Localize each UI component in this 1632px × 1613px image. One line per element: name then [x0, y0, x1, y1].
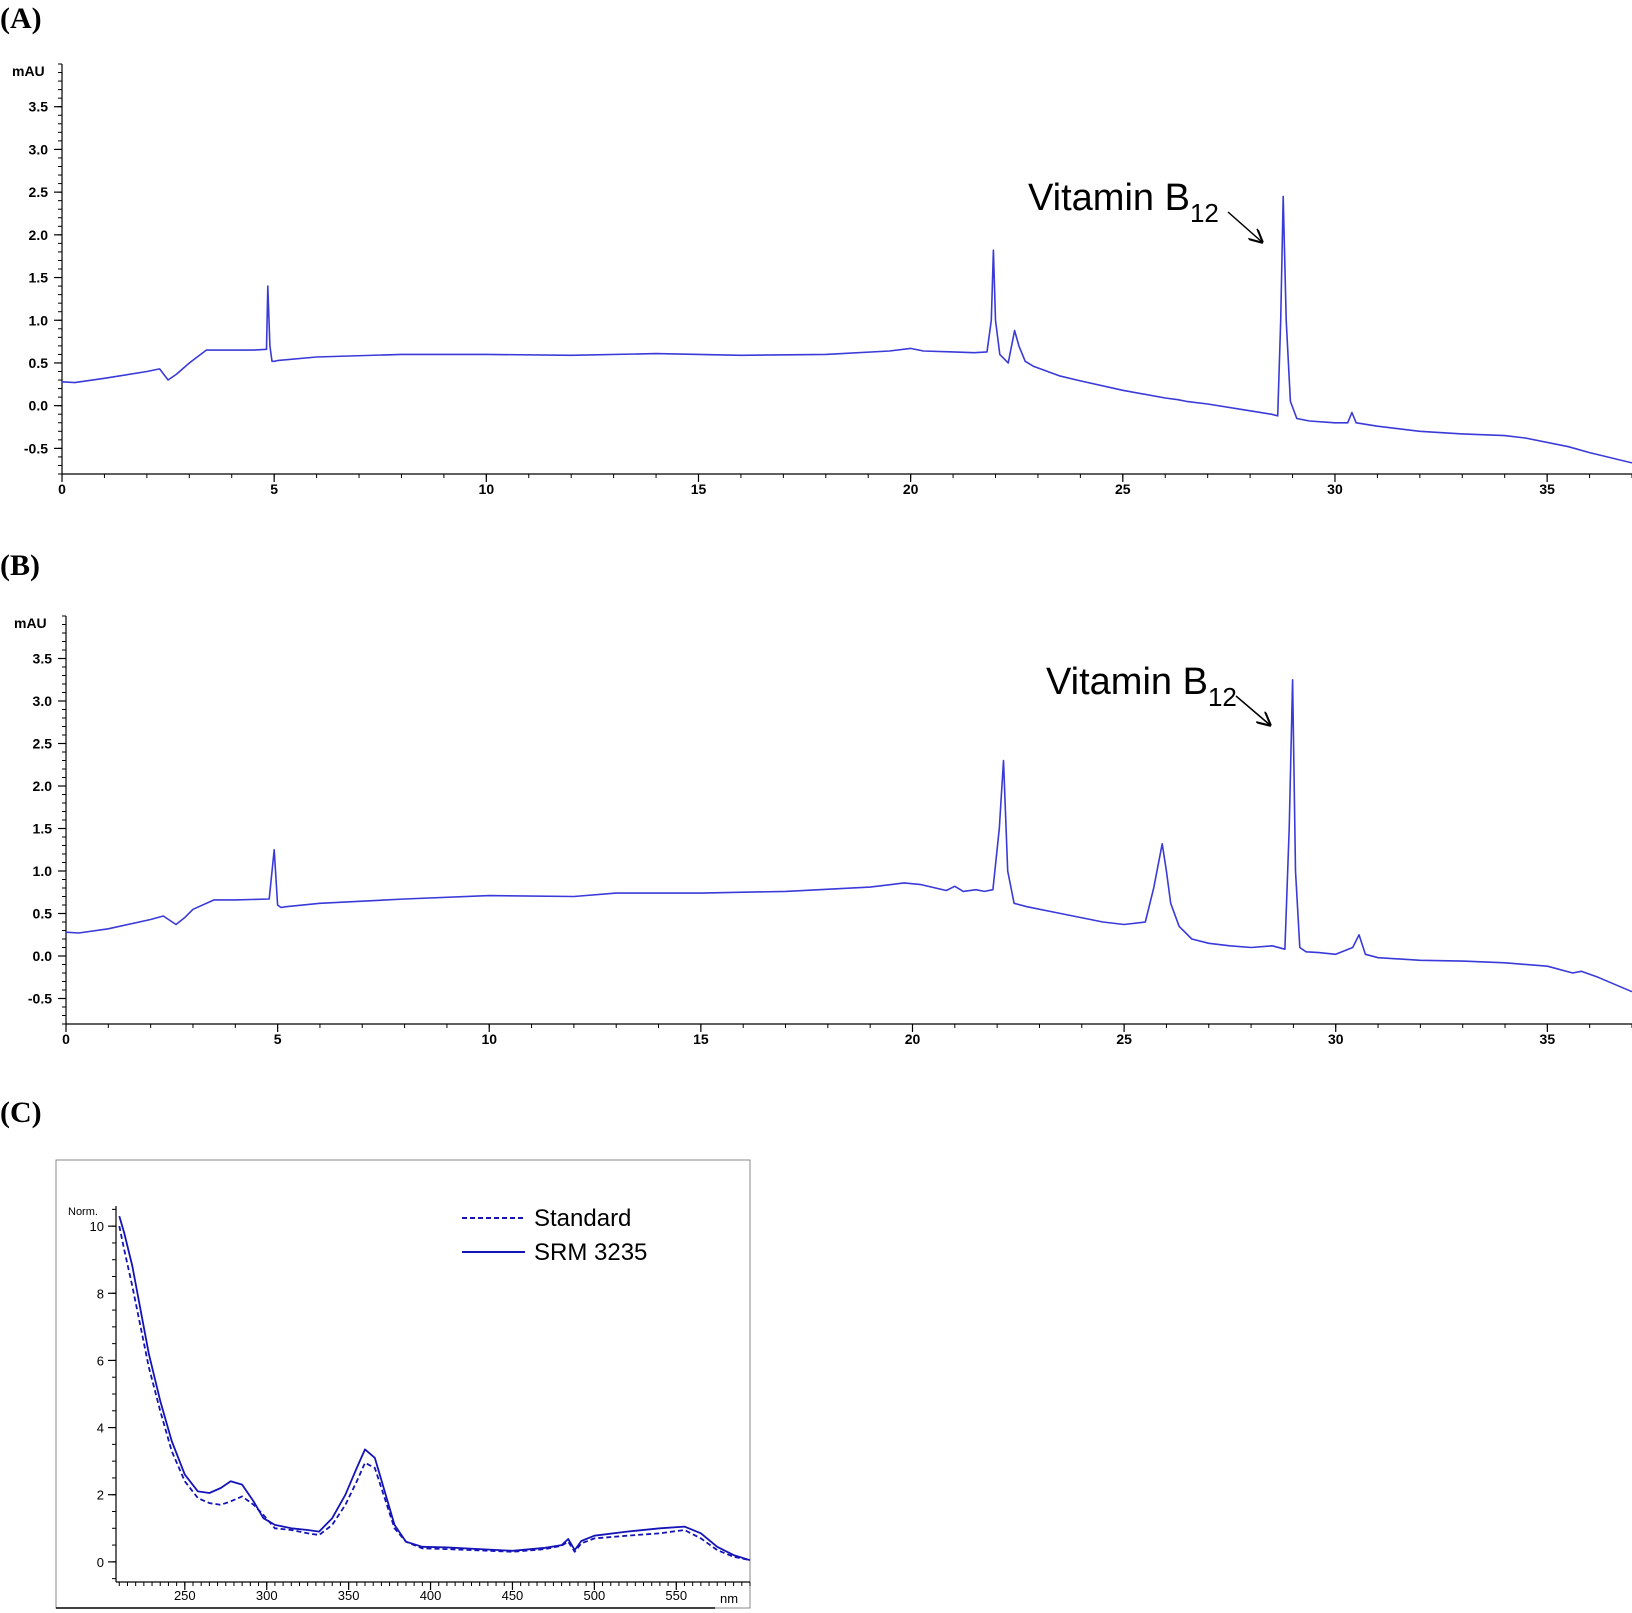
- annotation-arrow-a: [1227, 211, 1262, 242]
- x-tick-label-c: 350: [338, 1588, 360, 1603]
- y-tick-label-b: 0.0: [33, 948, 53, 964]
- axes-b: 0 5 10 15 20 25 30 35 -0.5 0.0 0.5 1.0 1.5 2.0 2.5 3.0 3…: [28, 615, 1632, 1047]
- x-tick-label-a: 15: [691, 481, 707, 497]
- y-tick-label-c: 2: [97, 1488, 104, 1503]
- series-group-b: [65, 679, 1632, 993]
- panel-label-c: (C): [0, 1096, 42, 1129]
- y-tick-label-c: 4: [97, 1421, 104, 1436]
- panel-label-b: (B): [0, 549, 40, 582]
- panel-c-frame: [55, 1159, 751, 1609]
- axes-a: 0 5 10 15 20 25 30 35 -0.5 0.0 0.5 1.0 1.5 2.0 2.5 3.0 3…: [24, 63, 1632, 497]
- annotation-subscript-a: 12: [1190, 198, 1219, 228]
- y-tick-label-a: 3.0: [29, 141, 49, 157]
- series-line-b-0: [65, 679, 1632, 993]
- y-tick-label-b: 2.0: [33, 778, 53, 794]
- y-tick-label-a: 2.0: [29, 227, 49, 243]
- y-tick-label-a: 1.0: [29, 312, 49, 328]
- y-tick-label-c: 6: [97, 1353, 104, 1368]
- x-axis-unit-c: nm: [720, 1591, 738, 1606]
- x-tick-label-c: 550: [665, 1588, 687, 1603]
- y-tick-label-b: 1.5: [33, 821, 53, 837]
- x-tick-label-a: 20: [903, 481, 919, 497]
- x-tick-label-a: 0: [58, 481, 66, 497]
- x-tick-label-b: 20: [905, 1031, 921, 1047]
- annotation-arrow-b: [1235, 695, 1270, 725]
- x-tick-label-c: 450: [502, 1588, 524, 1603]
- legend-label-srm3235: SRM 3235: [534, 1239, 647, 1266]
- series-group-c: [118, 1215, 751, 1562]
- annotation-label-a: Vitamin B12: [1028, 177, 1219, 228]
- x-tick-label-c: 300: [256, 1588, 278, 1603]
- x-tick-label-a: 10: [479, 481, 495, 497]
- x-tick-label-a: 30: [1327, 481, 1343, 497]
- y-axis-unit-a: mAU: [12, 63, 45, 79]
- legend-label-standard: Standard: [534, 1205, 631, 1232]
- x-tick-label-b: 0: [62, 1031, 70, 1047]
- y-tick-label-b: 3.5: [33, 651, 53, 667]
- series-line-a-0: [61, 195, 1632, 464]
- y-tick-label-b: 0.5: [33, 906, 53, 922]
- legend-c: Standard SRM 3235: [462, 1205, 647, 1266]
- x-tick-label-a: 5: [270, 481, 278, 497]
- y-tick-label-a: 3.5: [29, 99, 49, 115]
- axes-c: 250 300 350 400 450 500 550 0 2 4 6 8 10: [90, 1206, 751, 1603]
- panel-b-chromatogram: (B) mAU 0 5 10 15 20 25 30 35 -0.5 0.0 0.5 1.0 1.5 2.…: [0, 549, 1632, 1047]
- y-tick-label-a: 0.5: [29, 355, 49, 371]
- series-line-c-0: [118, 1225, 751, 1562]
- x-tick-label-c: 400: [420, 1588, 442, 1603]
- y-tick-label-b: -0.5: [28, 991, 52, 1007]
- x-tick-label-a: 35: [1539, 481, 1555, 497]
- panel-c-uv-spectrum: (C) Norm. nm 250 300 350 400 450 500 550 0 2 4 6 8 1…: [0, 1096, 751, 1609]
- y-axis-unit-c: Norm.: [68, 1206, 98, 1218]
- y-tick-label-a: 0.0: [29, 398, 49, 414]
- x-tick-label-b: 25: [1116, 1031, 1132, 1047]
- x-tick-label-a: 25: [1115, 481, 1131, 497]
- x-tick-label-b: 5: [274, 1031, 282, 1047]
- x-tick-label-c: 500: [584, 1588, 606, 1603]
- annotation-label-b: Vitamin B12: [1046, 661, 1237, 712]
- annotation-text-a: Vitamin B: [1028, 177, 1190, 219]
- y-tick-label-b: 1.0: [33, 863, 53, 879]
- y-axis-unit-b: mAU: [14, 615, 47, 631]
- panel-a-chromatogram: (A) mAU 0 5 10 15 20 25 30 35 -0.5 0.0 0.5 1.0 1.5 2.…: [0, 2, 1632, 497]
- x-tick-label-b: 30: [1328, 1031, 1344, 1047]
- series-line-c-1: [118, 1215, 751, 1562]
- y-tick-label-c: 10: [90, 1219, 104, 1234]
- x-tick-label-b: 10: [481, 1031, 497, 1047]
- x-tick-label-b: 15: [693, 1031, 709, 1047]
- y-tick-label-b: 2.5: [33, 736, 53, 752]
- series-group-a: [61, 195, 1632, 464]
- annotation-b: Vitamin B12: [1046, 661, 1270, 725]
- y-tick-label-c: 8: [97, 1286, 104, 1301]
- y-tick-label-a: -0.5: [24, 440, 48, 456]
- annotation-subscript-b: 12: [1208, 682, 1237, 712]
- y-tick-label-a: 1.5: [29, 270, 49, 286]
- annotation-a: Vitamin B12: [1028, 177, 1262, 242]
- x-tick-label-b: 35: [1540, 1031, 1556, 1047]
- y-tick-label-b: 3.0: [33, 693, 53, 709]
- panel-label-a: (A): [0, 2, 42, 35]
- annotation-text-b: Vitamin B: [1046, 661, 1208, 703]
- x-tick-label-c: 250: [174, 1588, 196, 1603]
- y-tick-label-c: 0: [97, 1555, 104, 1570]
- y-tick-label-a: 2.5: [29, 184, 49, 200]
